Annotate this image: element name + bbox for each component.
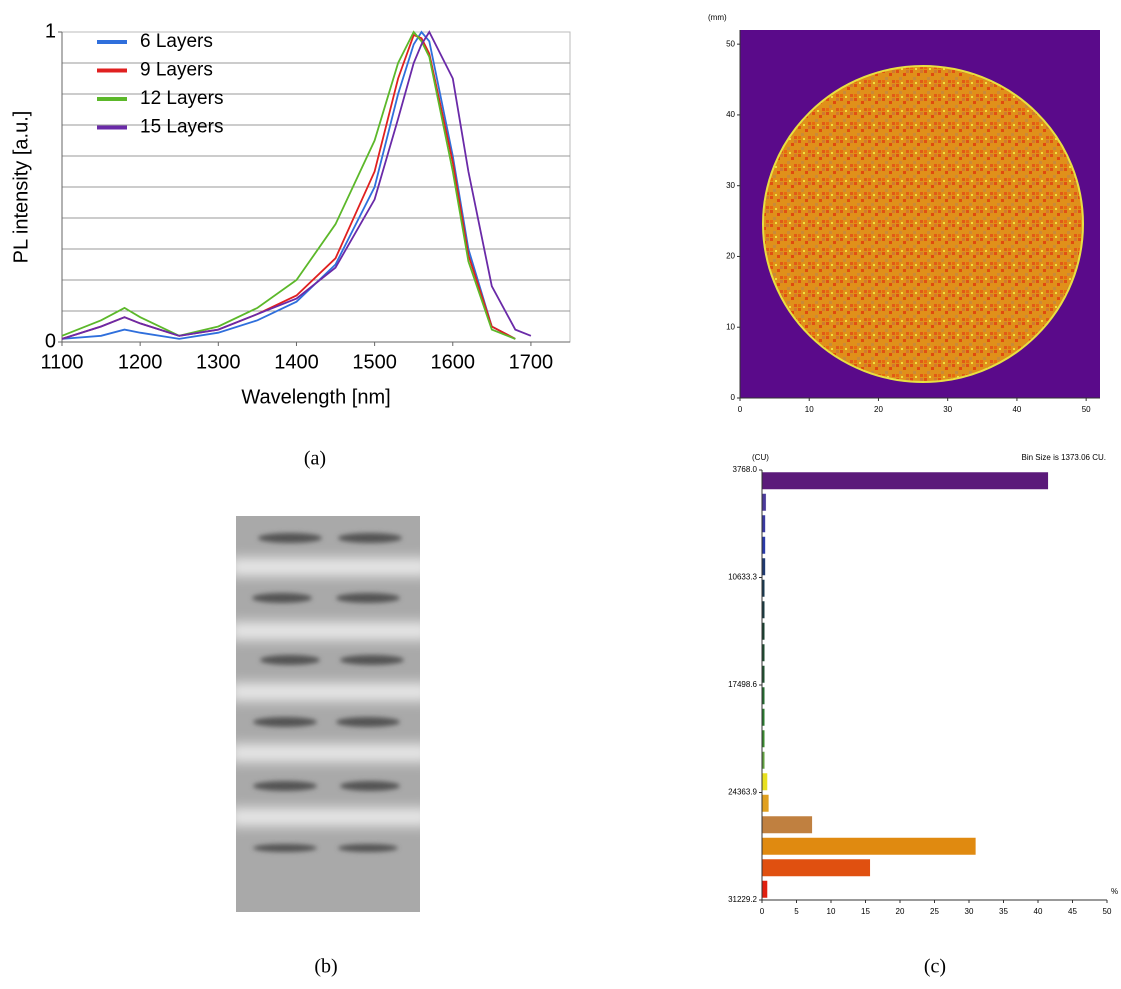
y-tick-label: 0 — [731, 393, 736, 402]
tem-image — [236, 516, 420, 912]
bar — [761, 471, 1049, 490]
legend-label: 15 Layers — [140, 117, 223, 138]
y-tick-label: 10633.3 — [728, 573, 757, 582]
y-tick-label: 50 — [726, 39, 735, 48]
x-axis-title: % — [1111, 887, 1118, 896]
y-unit: (mm) — [708, 13, 727, 22]
bar — [761, 837, 977, 856]
series-line — [61, 30, 532, 340]
y-tick-label: 20 — [726, 252, 735, 261]
x-tick-label: 45 — [1068, 907, 1077, 916]
x-tick-label: 50 — [1103, 907, 1112, 916]
x-tick-label: 1200 — [118, 351, 163, 373]
legend-label: 6 Layers — [140, 31, 213, 52]
x-tick-label: 20 — [896, 907, 905, 916]
x-tick-label: 30 — [965, 907, 974, 916]
x-tick-label: 10 — [827, 907, 836, 916]
x-tick-label: 1400 — [274, 351, 319, 373]
legend-label: 9 Layers — [140, 60, 213, 81]
x-tick-label: 5 — [794, 907, 799, 916]
bar — [761, 514, 766, 533]
y-axis-title: PL intensity [a.u.] — [10, 111, 32, 264]
x-tick-label: 30 — [943, 405, 952, 414]
x-tick-label: 0 — [760, 907, 765, 916]
series-line — [61, 30, 516, 340]
bar — [761, 536, 766, 555]
x-tick-label: 15 — [861, 907, 870, 916]
caption: (c) — [924, 956, 946, 978]
y-tick-label: 17498.6 — [728, 680, 757, 689]
caption: (a) — [304, 448, 326, 470]
y-tick-label: 30 — [726, 181, 735, 190]
x-tick-label: 1100 — [40, 351, 83, 373]
x-tick-label: 40 — [1034, 907, 1043, 916]
y-tick-label: 24363.9 — [728, 788, 757, 797]
x-tick-label: 50 — [1082, 405, 1091, 414]
y-tick-label: 40 — [726, 110, 735, 119]
x-tick-label: 0 — [738, 405, 743, 414]
x-axis-title: Wavelength [nm] — [241, 386, 390, 408]
bar — [761, 493, 767, 512]
y-tick-label: 31229.2 — [728, 895, 757, 904]
bin-note: Bin Size is 1373.06 CU. — [1022, 453, 1107, 462]
bar — [761, 557, 766, 576]
x-tick-label: 35 — [999, 907, 1008, 916]
bar — [761, 880, 768, 899]
y-unit: (CU) — [752, 453, 769, 462]
x-tick-label: 1300 — [196, 351, 241, 373]
bar — [761, 794, 770, 813]
caption: (b) — [314, 956, 337, 978]
y-tick-label: 1 — [45, 20, 56, 42]
series-line — [61, 30, 516, 340]
x-tick-label: 20 — [874, 405, 883, 414]
bar — [761, 772, 768, 791]
y-tick-label: 0 — [45, 330, 56, 352]
x-tick-label: 1700 — [509, 351, 554, 373]
bar — [761, 858, 871, 877]
x-tick-label: 1500 — [352, 351, 397, 373]
x-tick-label: 1600 — [431, 351, 476, 373]
bar — [761, 815, 813, 834]
wafer-map — [762, 65, 1084, 383]
y-tick-label: 3768.0 — [733, 465, 758, 474]
x-tick-label: 40 — [1012, 405, 1021, 414]
legend-label: 12 Layers — [140, 88, 223, 109]
x-tick-label: 25 — [930, 907, 939, 916]
x-tick-label: 10 — [805, 405, 814, 414]
y-tick-label: 10 — [726, 322, 735, 331]
